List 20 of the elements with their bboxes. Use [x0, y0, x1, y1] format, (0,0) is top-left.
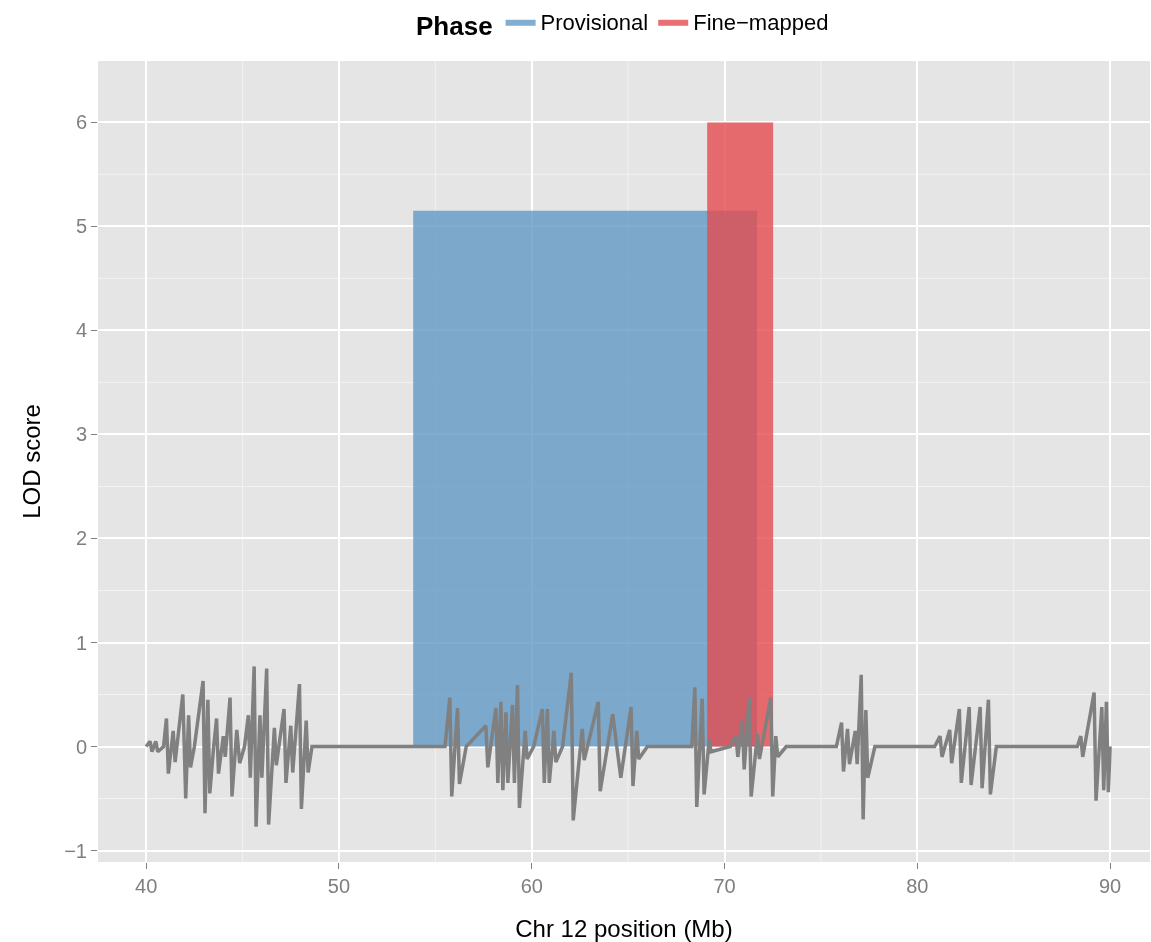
y-tick-label: 1: [75, 631, 87, 654]
y-tick-label: 6: [75, 111, 87, 134]
y-tick-label: 0: [75, 735, 87, 758]
x-tick-label: 90: [1098, 875, 1122, 897]
x-tick-label: 50: [327, 875, 351, 897]
y-tick-label: 2: [75, 527, 87, 550]
legend-title: Phase: [416, 10, 493, 41]
y-tick-label: 4: [75, 319, 87, 342]
legend-label: Fine−mapped: [693, 10, 829, 36]
y-tick-label: 5: [75, 215, 87, 238]
y-axis-title: LOD score: [18, 404, 45, 519]
x-tick-label: 60: [520, 875, 543, 897]
line-series: [144, 664, 1112, 829]
x-tick-label: 80: [906, 875, 929, 897]
y-tick-label: 3: [75, 423, 87, 446]
legend-label: Provisional: [540, 10, 649, 36]
y-tick-label: −1: [64, 839, 87, 862]
x-tick-label: 70: [713, 875, 736, 897]
x-tick-label: 40: [135, 875, 158, 897]
x-axis-title: Chr 12 position (Mb): [515, 915, 733, 942]
